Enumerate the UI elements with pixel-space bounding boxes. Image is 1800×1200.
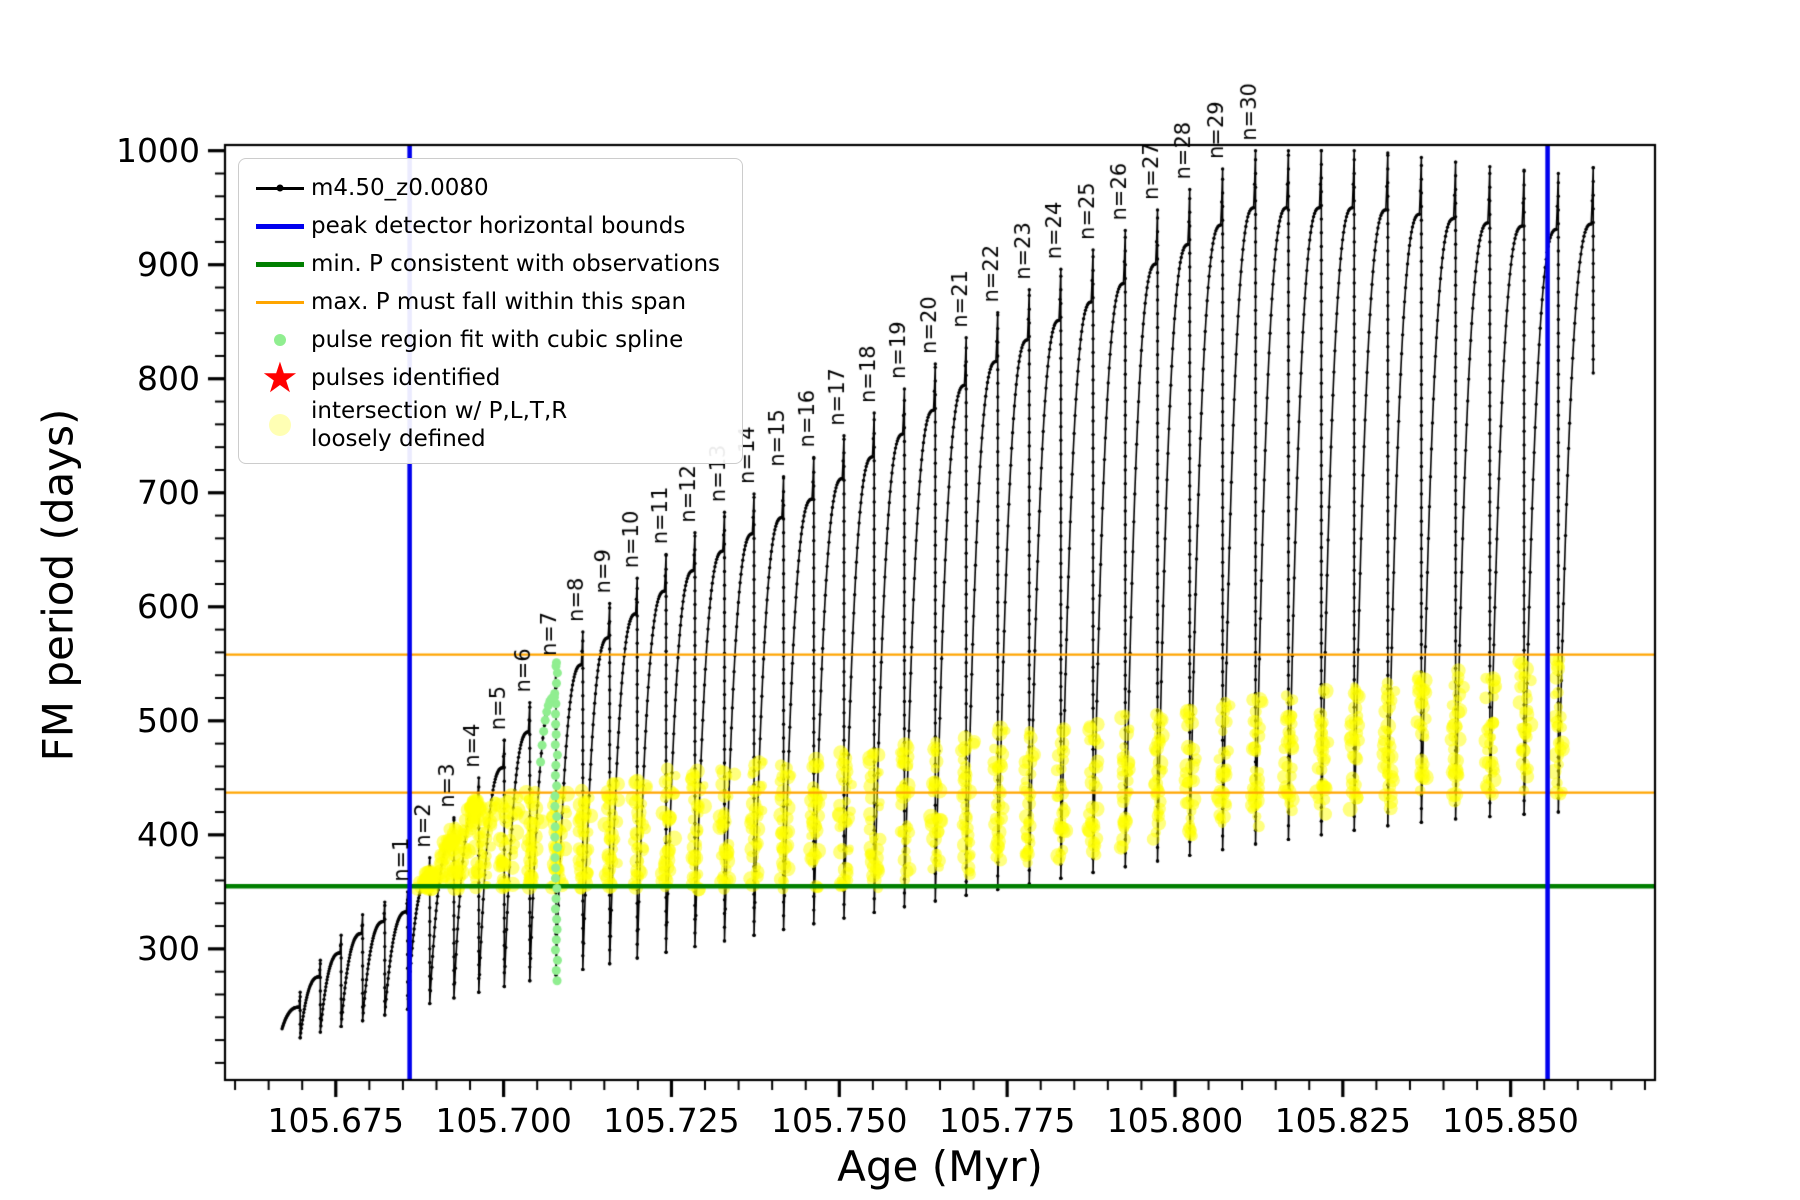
legend-item: min. P consistent with observations bbox=[249, 245, 720, 283]
x-tick-label: 105.825 bbox=[1274, 1101, 1412, 1140]
legend-item-label: intersection w/ P,L,T,R loosely defined bbox=[311, 398, 568, 453]
legend-item: pulse region fit with cubic spline bbox=[249, 321, 720, 359]
orange-line-icon bbox=[249, 300, 311, 304]
y-tick-label: 800 bbox=[137, 358, 200, 398]
x-tick-label: 105.725 bbox=[603, 1101, 740, 1140]
y-tick-label: 600 bbox=[137, 586, 200, 626]
legend-item: ★ pulses identified bbox=[249, 353, 720, 402]
blue-line-icon bbox=[249, 223, 311, 229]
legend-item-label: max. P must fall within this span bbox=[311, 288, 687, 315]
legend-item-label: pulse region fit with cubic spline bbox=[311, 326, 684, 353]
x-tick-label: 105.800 bbox=[1106, 1101, 1244, 1140]
x-tick-label: 105.700 bbox=[435, 1101, 572, 1140]
x-tick-label: 105.850 bbox=[1442, 1101, 1579, 1140]
y-tick-label: 400 bbox=[137, 814, 200, 854]
y-axis-label: FM period (days) bbox=[33, 408, 83, 762]
legend-item: peak detector horizontal bounds bbox=[249, 207, 720, 245]
y-tick-label: 500 bbox=[137, 700, 200, 740]
legend-item: max. P must fall within this span bbox=[249, 283, 720, 321]
y-tick-label: 1000 bbox=[116, 130, 200, 170]
y-tick-label: 300 bbox=[137, 928, 200, 968]
legend-item-label: min. P consistent with observations bbox=[311, 250, 721, 277]
legend-item-label: peak detector horizontal bounds bbox=[311, 212, 686, 239]
legend-item-label: m4.50_z0.0080 bbox=[311, 174, 489, 201]
x-tick-label: 105.750 bbox=[771, 1101, 908, 1140]
x-axis-label: Age (Myr) bbox=[837, 1142, 1043, 1191]
x-tick-label: 105.675 bbox=[267, 1101, 404, 1140]
pulse-star-icon: ★ bbox=[261, 353, 299, 402]
y-tick-label: 900 bbox=[137, 244, 200, 284]
series-line-icon bbox=[249, 184, 311, 192]
legend-item-label: pulses identified bbox=[311, 364, 501, 391]
spline-dot-icon bbox=[249, 334, 311, 346]
intersection-dot-icon bbox=[249, 414, 311, 437]
x-tick-label: 105.775 bbox=[938, 1101, 1076, 1140]
green-line-icon bbox=[249, 261, 311, 267]
y-tick-label: 700 bbox=[137, 472, 200, 512]
legend-item: m4.50_z0.0080 bbox=[249, 169, 720, 207]
legend-item: intersection w/ P,L,T,R loosely defined bbox=[249, 397, 720, 453]
